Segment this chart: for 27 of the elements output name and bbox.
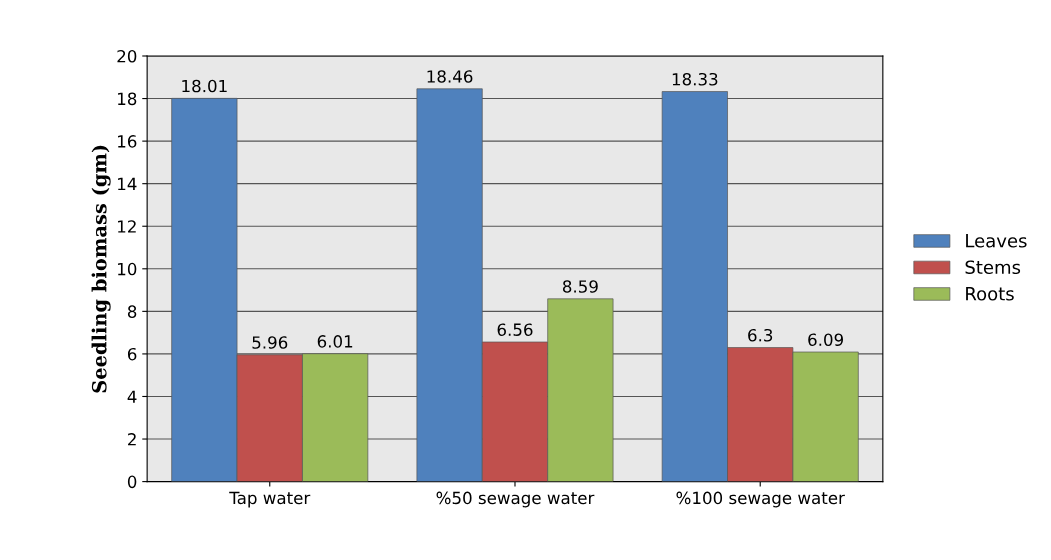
legend-label: Leaves xyxy=(966,234,1027,248)
y-tick-label: 0 xyxy=(127,475,137,489)
data-label: 18.46 xyxy=(427,70,473,83)
legend-label: Stems xyxy=(965,260,1021,275)
data-label: 18.01 xyxy=(182,79,227,93)
x-tick-label: %50 sewage water xyxy=(436,491,595,508)
y-axis-title: Seedling biomass (gm) xyxy=(91,145,111,393)
y-tick-label: 20 xyxy=(117,49,137,63)
y-tick-label: 16 xyxy=(118,135,137,148)
y-tick-label: 8 xyxy=(127,305,137,318)
data-label: 6.09 xyxy=(808,333,843,346)
data-label: 18.33 xyxy=(672,72,718,86)
y-tick-label: 4 xyxy=(127,390,137,403)
data-label: 6.01 xyxy=(317,335,353,348)
legend-label: Roots xyxy=(966,287,1014,301)
y-tick-label: 10 xyxy=(118,262,137,276)
y-tick-label: 12 xyxy=(118,220,136,233)
x-tick-label: %100 sewage water xyxy=(676,491,845,508)
data-label: 8.59 xyxy=(562,280,598,293)
data-label: 6.3 xyxy=(748,328,773,342)
y-tick-label: 18 xyxy=(118,92,137,106)
data-label: 6.56 xyxy=(497,323,533,336)
x-tick-label: Tap water xyxy=(229,491,311,508)
y-tick-label: 14 xyxy=(118,177,137,191)
y-tick-label: 2 xyxy=(128,433,136,446)
y-tick-label: 6 xyxy=(127,347,137,361)
data-label: 5.96 xyxy=(252,336,288,349)
